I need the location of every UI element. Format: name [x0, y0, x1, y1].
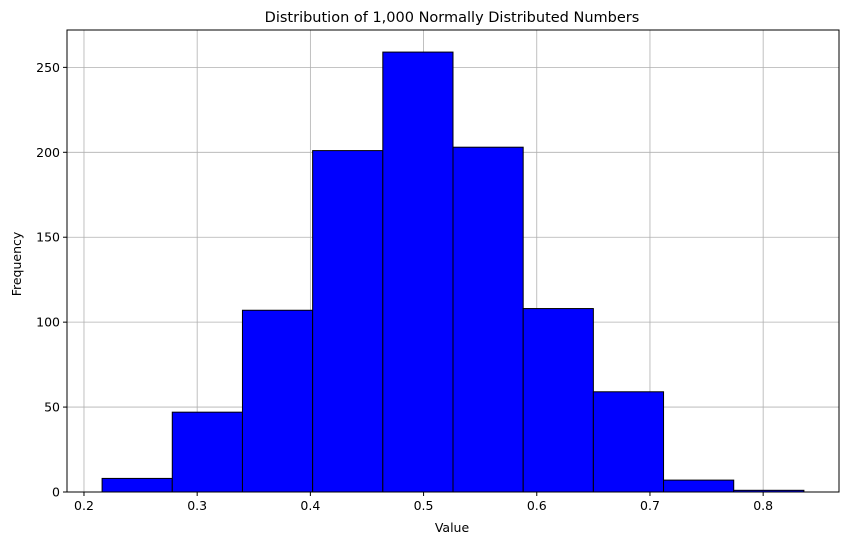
- histogram-bar: [101, 477, 173, 493]
- histogram-bar: [312, 150, 384, 493]
- histogram-bar: [452, 146, 524, 493]
- x-tick-label: 0.2: [74, 498, 94, 513]
- y-tick-label: 200: [36, 145, 60, 160]
- x-axis-ticks: 0.2 0.3 0.4 0.5 0.6 0.7 0.8: [74, 492, 773, 513]
- y-tick-label: 0: [52, 485, 60, 500]
- chart-title: Distribution of 1,000 Normally Distribut…: [265, 10, 640, 26]
- y-axis-ticks: 0 50 100 150 200 250: [36, 60, 67, 500]
- y-axis-label: Frequency: [9, 231, 24, 296]
- x-tick-label: 0.8: [753, 498, 773, 513]
- x-axis-label: Value: [435, 520, 470, 535]
- x-tick-label: 0.6: [527, 498, 547, 513]
- histogram-bar: [522, 308, 594, 493]
- histogram-bar: [592, 391, 665, 493]
- histogram-bar: [663, 479, 735, 493]
- histogram-bar: [241, 309, 314, 493]
- y-tick-label: 50: [44, 400, 60, 415]
- y-tick-label: 250: [36, 60, 60, 75]
- histogram-bar: [382, 51, 454, 493]
- x-tick-label: 0.4: [300, 498, 320, 513]
- y-tick-label: 100: [36, 315, 60, 330]
- x-tick-label: 0.7: [640, 498, 660, 513]
- y-tick-label: 150: [36, 230, 60, 245]
- histogram-bar: [171, 411, 243, 493]
- plot-frame: [66, 29, 840, 493]
- x-tick-label: 0.5: [414, 498, 434, 513]
- x-tick-label: 0.3: [187, 498, 207, 513]
- bars-layer: [101, 51, 805, 493]
